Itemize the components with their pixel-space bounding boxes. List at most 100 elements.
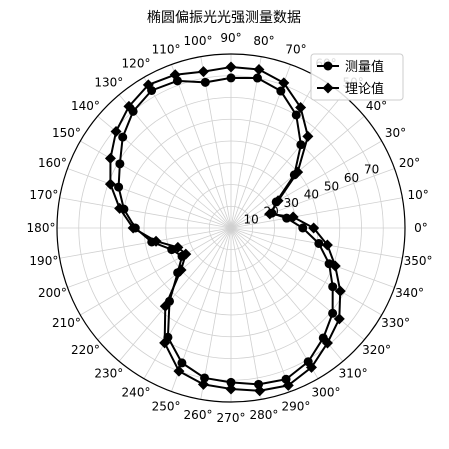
angle-tick-label-70: 70° xyxy=(285,42,306,56)
data-point-diamond-220 xyxy=(175,264,187,276)
data-point-circle-0 xyxy=(298,223,308,233)
data-point-diamond-330 xyxy=(334,285,346,297)
radial-gridline-20 xyxy=(187,184,275,272)
radial-gridline-10 xyxy=(208,205,254,251)
angle-tick-label-20: 20° xyxy=(399,156,420,170)
data-point-diamond-310 xyxy=(321,337,333,349)
data-point-diamond-70 xyxy=(278,77,290,89)
data-point-diamond-280 xyxy=(254,385,266,397)
series-layer xyxy=(104,61,346,397)
angle-tick-label-40: 40° xyxy=(366,99,387,113)
angle-tick-label-200: 200° xyxy=(38,286,67,300)
radial-gridline-30 xyxy=(165,162,297,294)
angle-tick-label-80: 80° xyxy=(253,34,274,48)
angle-tick-label-30: 30° xyxy=(385,126,406,140)
polar-grid xyxy=(56,53,406,403)
data-point-diamond-170 xyxy=(114,202,126,214)
angle-tick-label-170: 170° xyxy=(29,188,58,202)
data-point-diamond-30 xyxy=(272,195,284,207)
data-point-diamond-210 xyxy=(180,248,192,260)
data-point-diamond-320 xyxy=(333,313,345,325)
angle-tick-labels: 0°10°20°30°40°50°60°70°80°90°100°110°120… xyxy=(27,31,433,425)
radial-tick-label-60: 60 xyxy=(344,171,359,185)
angle-tick-label-180: 180° xyxy=(27,221,56,235)
data-point-circle-270 xyxy=(226,377,236,387)
legend-label-measured: 测量值 xyxy=(345,59,384,75)
legend-marker-measured xyxy=(323,61,333,71)
angle-tick-label-300: 300° xyxy=(312,386,341,400)
data-point-diamond-250 xyxy=(173,365,185,377)
data-point-circle-250 xyxy=(177,358,187,368)
data-point-circle-150 xyxy=(115,159,125,169)
angle-tick-label-340: 340° xyxy=(395,286,424,300)
angle-tick-label-220: 220° xyxy=(71,343,100,357)
data-point-diamond-10 xyxy=(287,211,299,223)
angle-tick-label-330: 330° xyxy=(381,316,410,330)
data-point-diamond-0 xyxy=(308,222,320,234)
data-point-diamond-350 xyxy=(321,239,333,251)
data-point-diamond-50 xyxy=(302,130,314,142)
radial-gridline-50 xyxy=(121,118,341,338)
data-point-diamond-60 xyxy=(295,101,307,113)
data-point-diamond-130 xyxy=(123,100,135,112)
data-point-diamond-190 xyxy=(150,235,162,247)
data-point-circle-90 xyxy=(226,73,236,83)
angle-tick-label-190: 190° xyxy=(29,254,58,268)
angle-tick-label-290: 290° xyxy=(282,400,311,414)
data-point-diamond-150 xyxy=(104,152,116,164)
radial-tick-label-70: 70 xyxy=(364,163,379,177)
angle-tick-label-320: 320° xyxy=(362,343,391,357)
data-point-diamond-80 xyxy=(253,64,265,75)
angle-tick-label-240: 240° xyxy=(122,386,151,400)
legend-marker-theory xyxy=(322,82,334,94)
radial-tick-label-10: 10 xyxy=(243,213,258,227)
data-point-diamond-290 xyxy=(282,379,294,391)
angle-tick-label-270: 270° xyxy=(217,411,246,425)
angle-tick-label-120: 120° xyxy=(122,56,151,70)
polar-frame xyxy=(56,53,406,403)
data-point-diamond-110 xyxy=(169,69,181,81)
data-point-diamond-160 xyxy=(104,178,116,190)
data-point-circle-320 xyxy=(328,308,338,318)
data-point-diamond-270 xyxy=(225,383,237,395)
angle-tick-label-100: 100° xyxy=(184,34,213,48)
data-point-circle-50 xyxy=(296,140,306,150)
angle-tick-label-0: 0° xyxy=(414,221,428,235)
series-theory xyxy=(104,61,346,397)
data-point-diamond-20 xyxy=(264,208,276,220)
radial-tick-labels: 10203040506070 xyxy=(243,163,379,227)
angle-tick-label-280: 280° xyxy=(250,408,279,422)
angle-tick-label-210: 210° xyxy=(52,316,81,330)
data-point-diamond-260 xyxy=(197,378,209,390)
radial-tick-label-40: 40 xyxy=(304,188,319,202)
angle-tick-label-230: 230° xyxy=(94,367,123,381)
data-point-circle-160 xyxy=(114,182,124,192)
angle-tick-label-110: 110° xyxy=(152,42,181,56)
data-point-circle-350 xyxy=(314,238,324,248)
data-point-diamond-240 xyxy=(159,337,171,349)
angle-tick-label-250: 250° xyxy=(152,400,181,414)
legend: 测量值 理论值 xyxy=(310,53,404,101)
data-point-diamond-340 xyxy=(329,260,341,272)
data-point-diamond-100 xyxy=(197,66,209,78)
legend-label-theory: 理论值 xyxy=(345,81,384,97)
data-point-circle-100 xyxy=(200,77,210,87)
data-point-circle-330 xyxy=(328,282,338,292)
data-point-diamond-300 xyxy=(305,361,317,373)
data-point-diamond-180 xyxy=(127,222,139,234)
data-point-circle-80 xyxy=(252,73,262,83)
angle-tick-label-260: 260° xyxy=(184,408,213,422)
data-point-circle-60 xyxy=(291,110,301,120)
data-point-diamond-90 xyxy=(225,61,237,73)
angle-tick-label-10: 10° xyxy=(407,188,428,202)
angle-tick-label-160: 160° xyxy=(38,156,67,170)
angle-tick-label-310: 310° xyxy=(339,367,368,381)
data-point-diamond-200 xyxy=(172,241,184,253)
data-point-diamond-230 xyxy=(159,300,171,312)
data-point-diamond-120 xyxy=(142,79,154,91)
chart-title: 椭圆偏振光光强测量数据 xyxy=(147,10,301,26)
data-point-circle-70 xyxy=(276,86,286,96)
radial-gridline-60 xyxy=(100,97,362,359)
